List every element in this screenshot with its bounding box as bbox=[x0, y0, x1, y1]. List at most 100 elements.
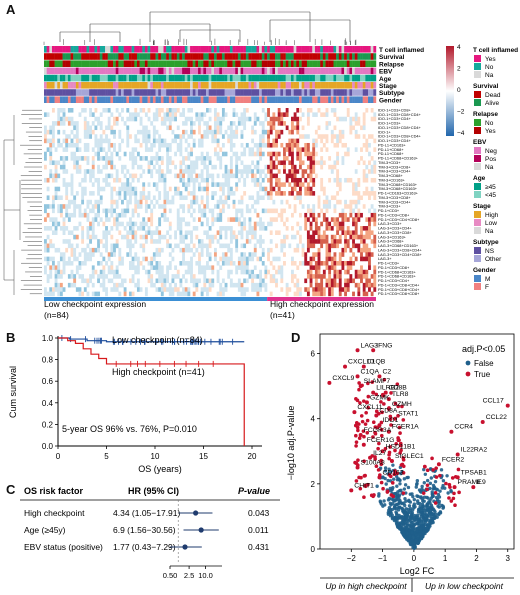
volcano-point-ns bbox=[381, 475, 385, 480]
track-cell bbox=[91, 67, 95, 75]
heatmap-cell bbox=[333, 265, 337, 270]
forest-header-factor: OS risk factor bbox=[24, 486, 84, 496]
track-cell bbox=[357, 74, 361, 82]
heatmap-cell bbox=[179, 217, 183, 222]
track-cell bbox=[187, 67, 191, 75]
heatmap-cell bbox=[200, 208, 204, 214]
volcano-point-ns bbox=[419, 510, 423, 514]
track-cell bbox=[211, 46, 215, 53]
heatmap-cell bbox=[110, 208, 114, 214]
heatmap-cell bbox=[147, 169, 151, 174]
heatmap-cell bbox=[131, 278, 135, 284]
heatmap-cell bbox=[285, 217, 289, 222]
heatmap-cell bbox=[166, 230, 170, 235]
track-cell bbox=[142, 67, 146, 75]
volcano-point-sig bbox=[401, 464, 406, 469]
heatmap-cell bbox=[91, 121, 95, 126]
heatmap-cell bbox=[362, 269, 366, 275]
heatmap-cell bbox=[160, 265, 164, 270]
track-cell bbox=[105, 53, 108, 60]
heatmap-cell bbox=[78, 261, 82, 266]
heatmap-cell bbox=[346, 287, 350, 292]
heatmap-cell bbox=[240, 116, 244, 122]
heatmap-cell bbox=[110, 269, 114, 275]
heatmap-cell bbox=[333, 204, 337, 209]
heatmap-cell bbox=[75, 142, 79, 148]
heatmap-cell bbox=[280, 121, 284, 126]
heatmap-cell bbox=[115, 169, 119, 174]
heatmap-cell bbox=[221, 182, 225, 187]
track-cell bbox=[44, 46, 47, 53]
heatmap-cell bbox=[237, 287, 241, 292]
track-cell bbox=[237, 60, 241, 67]
heatmap-cell bbox=[306, 116, 310, 122]
track-cell bbox=[373, 46, 377, 53]
heatmap-cell bbox=[166, 112, 170, 117]
track-cell bbox=[203, 53, 207, 60]
heatmap-cell bbox=[352, 234, 355, 240]
heatmap-cell bbox=[155, 278, 159, 284]
heatmap-cell bbox=[147, 134, 151, 139]
volcano-point-ns bbox=[406, 485, 411, 490]
heatmap-cell bbox=[298, 212, 302, 218]
volcano-point-sig bbox=[400, 404, 404, 409]
heatmap-cell bbox=[248, 221, 252, 227]
forest-tick-label: 0.50 bbox=[163, 571, 178, 580]
legend-label: NS bbox=[485, 248, 495, 255]
heatmap-cell bbox=[224, 243, 228, 249]
heatmap-cell bbox=[237, 282, 241, 288]
heatmap-cell bbox=[59, 208, 63, 214]
heatmap-cell bbox=[285, 291, 289, 297]
track-cell bbox=[211, 53, 215, 60]
heatmap-cell bbox=[277, 116, 281, 122]
track-cell bbox=[224, 67, 228, 75]
heatmap-cell bbox=[240, 173, 244, 179]
legend-swatch bbox=[474, 55, 481, 62]
heatmap-cell bbox=[253, 112, 257, 117]
track-cell bbox=[293, 46, 297, 53]
track-cell bbox=[330, 67, 334, 75]
track-cell bbox=[296, 60, 300, 67]
volcano-points bbox=[327, 348, 510, 551]
heatmap-cell bbox=[360, 265, 363, 270]
track-cell bbox=[330, 82, 334, 89]
heatmap-cell bbox=[44, 269, 47, 275]
track-cell bbox=[306, 53, 310, 60]
heatmap-cell bbox=[306, 217, 310, 222]
track-cell bbox=[235, 67, 239, 75]
heatmap-cell bbox=[73, 212, 77, 218]
heatmap-cell bbox=[312, 212, 316, 218]
heatmap-cell bbox=[264, 142, 268, 148]
heatmap-cell bbox=[322, 186, 326, 192]
heatmap-cell bbox=[314, 160, 318, 166]
heatmap-cell bbox=[219, 160, 223, 166]
legend-label: Na bbox=[485, 228, 494, 235]
heatmap-cell bbox=[128, 226, 132, 231]
volcano-point-ns bbox=[396, 477, 401, 481]
track-cell bbox=[150, 82, 154, 89]
track-cell bbox=[336, 74, 340, 82]
heatmap-cell bbox=[190, 173, 193, 179]
heatmap-cell bbox=[190, 204, 193, 209]
volcano-point-ns bbox=[407, 539, 412, 543]
track-cell bbox=[341, 60, 345, 67]
heatmap-cell bbox=[213, 121, 217, 126]
heatmap-cell bbox=[155, 160, 159, 166]
heatmap-cell bbox=[306, 274, 310, 279]
heatmap-cell bbox=[54, 287, 58, 292]
track-cell bbox=[176, 89, 180, 96]
legend-title: Stage bbox=[473, 203, 491, 210]
track-cell bbox=[147, 67, 151, 75]
volcano-point-ns bbox=[410, 520, 414, 525]
heatmap-cell bbox=[304, 212, 308, 218]
heatmap-cell bbox=[240, 265, 244, 270]
heatmap-cell bbox=[352, 191, 355, 196]
heatmap-cell bbox=[333, 243, 337, 249]
heatmap-cell bbox=[105, 226, 108, 231]
heatmap-cell bbox=[131, 208, 135, 214]
track-cell bbox=[232, 67, 236, 75]
track-cell bbox=[314, 46, 318, 53]
heatmap-cell bbox=[192, 138, 196, 144]
heatmap-cell bbox=[131, 147, 135, 152]
volcano-point-sig bbox=[379, 400, 383, 404]
